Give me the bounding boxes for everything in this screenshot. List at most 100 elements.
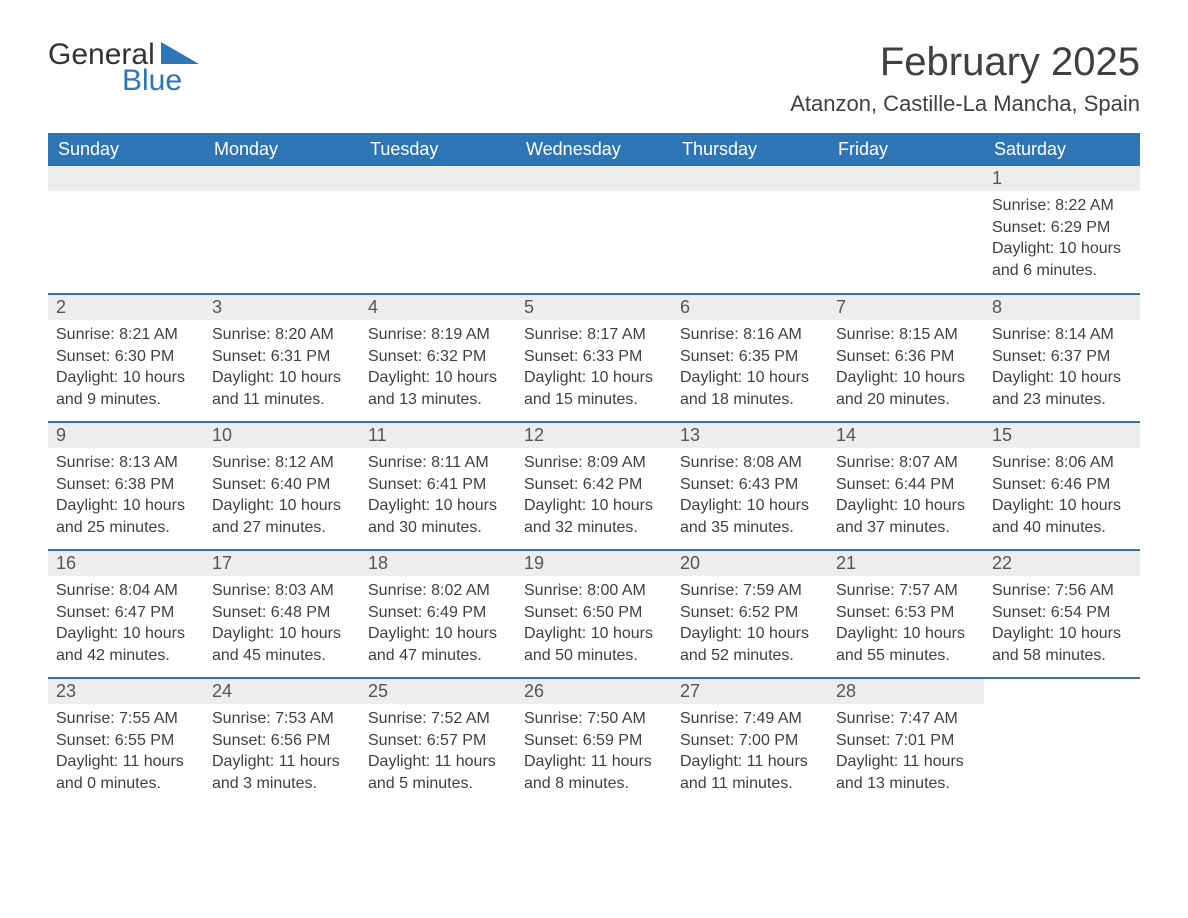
calendar-day-cell — [516, 166, 672, 294]
calendar-week-row: 1Sunrise: 8:22 AMSunset: 6:29 PMDaylight… — [48, 166, 1140, 294]
calendar-day-cell: 17Sunrise: 8:03 AMSunset: 6:48 PMDayligh… — [204, 550, 360, 678]
day-body: Sunrise: 7:55 AMSunset: 6:55 PMDaylight:… — [48, 704, 204, 802]
daylight-line: Daylight: 11 hours and 5 minutes. — [368, 751, 508, 794]
sunrise-line: Sunrise: 8:06 AM — [992, 452, 1132, 474]
sunrise-line: Sunrise: 7:55 AM — [56, 708, 196, 730]
calendar-day-cell: 1Sunrise: 8:22 AMSunset: 6:29 PMDaylight… — [984, 166, 1140, 294]
day-number: 24 — [204, 679, 360, 704]
daylight-line: Daylight: 10 hours and 25 minutes. — [56, 495, 196, 538]
daylight-line: Daylight: 10 hours and 45 minutes. — [212, 623, 352, 666]
daylight-line: Daylight: 11 hours and 8 minutes. — [524, 751, 664, 794]
day-number-empty — [828, 166, 984, 191]
calendar-day-cell: 8Sunrise: 8:14 AMSunset: 6:37 PMDaylight… — [984, 294, 1140, 422]
sunset-line: Sunset: 7:00 PM — [680, 730, 820, 752]
calendar-day-cell: 27Sunrise: 7:49 AMSunset: 7:00 PMDayligh… — [672, 678, 828, 806]
day-number: 12 — [516, 423, 672, 448]
calendar-day-cell — [984, 678, 1140, 806]
day-number: 21 — [828, 551, 984, 576]
sunrise-line: Sunrise: 7:56 AM — [992, 580, 1132, 602]
calendar-day-cell: 22Sunrise: 7:56 AMSunset: 6:54 PMDayligh… — [984, 550, 1140, 678]
calendar-day-cell — [828, 166, 984, 294]
calendar-day-cell: 14Sunrise: 8:07 AMSunset: 6:44 PMDayligh… — [828, 422, 984, 550]
day-number: 11 — [360, 423, 516, 448]
day-number: 13 — [672, 423, 828, 448]
calendar-day-cell: 13 Sunrise: 8:08 AMSunset: 6:43 PMDayligh… — [672, 422, 828, 550]
calendar-day-cell: 21Sunrise: 7:57 AMSunset: 6:53 PMDayligh… — [828, 550, 984, 678]
day-body: Sunrise: 8:17 AMSunset: 6:33 PMDaylight:… — [516, 320, 672, 418]
calendar-table: Sunday Monday Tuesday Wednesday Thursday… — [48, 133, 1140, 806]
sunrise-line: Sunrise: 8:08 AM — [680, 452, 820, 474]
sunset-line: Sunset: 6:38 PM — [56, 474, 196, 496]
day-body: Sunrise: 7:53 AMSunset: 6:56 PMDaylight:… — [204, 704, 360, 802]
sunset-line: Sunset: 6:53 PM — [836, 602, 976, 624]
weekday-header: Saturday — [984, 133, 1140, 166]
sunset-line: Sunset: 6:37 PM — [992, 346, 1132, 368]
sunset-line: Sunset: 6:56 PM — [212, 730, 352, 752]
sunset-line: Sunset: 6:33 PM — [524, 346, 664, 368]
day-body: Sunrise: 7:50 AMSunset: 6:59 PMDaylight:… — [516, 704, 672, 802]
daylight-line: Daylight: 10 hours and 27 minutes. — [212, 495, 352, 538]
sail-icon — [161, 42, 199, 64]
day-number-empty — [672, 166, 828, 191]
calendar-day-cell: 28Sunrise: 7:47 AMSunset: 7:01 PMDayligh… — [828, 678, 984, 806]
daylight-line: Daylight: 10 hours and 32 minutes. — [524, 495, 664, 538]
weekday-header: Thursday — [672, 133, 828, 166]
day-body: Sunrise: 7:56 AMSunset: 6:54 PMDaylight:… — [984, 576, 1140, 674]
day-body: Sunrise: 8:06 AMSunset: 6:46 PMDaylight:… — [984, 448, 1140, 546]
sunset-line: Sunset: 6:41 PM — [368, 474, 508, 496]
calendar-day-cell: 11Sunrise: 8:11 AMSunset: 6:41 PMDayligh… — [360, 422, 516, 550]
calendar-day-cell: 10Sunrise: 8:12 AMSunset: 6:40 PMDayligh… — [204, 422, 360, 550]
day-body: Sunrise: 8:07 AMSunset: 6:44 PMDaylight:… — [828, 448, 984, 546]
weekday-header: Friday — [828, 133, 984, 166]
daylight-line: Daylight: 10 hours and 20 minutes. — [836, 367, 976, 410]
sunset-line: Sunset: 6:54 PM — [992, 602, 1132, 624]
daylight-line: Daylight: 10 hours and 13 minutes. — [368, 367, 508, 410]
sunrise-line: Sunrise: 7:50 AM — [524, 708, 664, 730]
day-number-empty — [360, 166, 516, 191]
weekday-header: Monday — [204, 133, 360, 166]
daylight-line: Daylight: 10 hours and 35 minutes. — [680, 495, 820, 538]
sunset-line: Sunset: 6:59 PM — [524, 730, 664, 752]
day-number: 10 — [204, 423, 360, 448]
calendar-day-cell: 7Sunrise: 8:15 AMSunset: 6:36 PMDaylight… — [828, 294, 984, 422]
calendar-week-row: 16Sunrise: 8:04 AMSunset: 6:47 PMDayligh… — [48, 550, 1140, 678]
day-body: Sunrise: 8:13 AMSunset: 6:38 PMDaylight:… — [48, 448, 204, 546]
calendar-week-row: 23Sunrise: 7:55 AMSunset: 6:55 PMDayligh… — [48, 678, 1140, 806]
sunset-line: Sunset: 6:44 PM — [836, 474, 976, 496]
calendar-day-cell: 3Sunrise: 8:20 AMSunset: 6:31 PMDaylight… — [204, 294, 360, 422]
calendar-day-cell: 26Sunrise: 7:50 AMSunset: 6:59 PMDayligh… — [516, 678, 672, 806]
sunrise-line: Sunrise: 8:02 AM — [368, 580, 508, 602]
calendar-day-cell: 6Sunrise: 8:16 AMSunset: 6:35 PMDaylight… — [672, 294, 828, 422]
day-body: Sunrise: 7:59 AMSunset: 6:52 PMDaylight:… — [672, 576, 828, 674]
sunrise-line: Sunrise: 8:04 AM — [56, 580, 196, 602]
sunrise-line: Sunrise: 8:15 AM — [836, 324, 976, 346]
calendar-week-row: 2Sunrise: 8:21 AMSunset: 6:30 PMDaylight… — [48, 294, 1140, 422]
day-number: 7 — [828, 295, 984, 320]
calendar-day-cell: 18Sunrise: 8:02 AMSunset: 6:49 PMDayligh… — [360, 550, 516, 678]
day-number: 18 — [360, 551, 516, 576]
header: General Blue February 2025 Atanzon, Cast… — [48, 40, 1140, 117]
day-number: 23 — [48, 679, 204, 704]
sunrise-line: Sunrise: 7:52 AM — [368, 708, 508, 730]
day-number: 9 — [48, 423, 204, 448]
daylight-line: Daylight: 10 hours and 11 minutes. — [212, 367, 352, 410]
sunrise-line: Sunrise: 7:49 AM — [680, 708, 820, 730]
sunset-line: Sunset: 6:43 PM — [680, 474, 820, 496]
calendar-day-cell — [672, 166, 828, 294]
daylight-line: Daylight: 10 hours and 40 minutes. — [992, 495, 1132, 538]
day-number: 6 — [672, 295, 828, 320]
calendar-day-cell: 24Sunrise: 7:53 AMSunset: 6:56 PMDayligh… — [204, 678, 360, 806]
daylight-line: Daylight: 10 hours and 37 minutes. — [836, 495, 976, 538]
day-number: 14 — [828, 423, 984, 448]
calendar-day-cell: 19Sunrise: 8:00 AMSunset: 6:50 PMDayligh… — [516, 550, 672, 678]
sunrise-line: Sunrise: 8:22 AM — [992, 195, 1132, 217]
daylight-line: Daylight: 10 hours and 9 minutes. — [56, 367, 196, 410]
day-body: Sunrise: 8:22 AMSunset: 6:29 PMDaylight:… — [984, 191, 1140, 289]
day-number: 22 — [984, 551, 1140, 576]
day-number: 5 — [516, 295, 672, 320]
daylight-line: Daylight: 10 hours and 55 minutes. — [836, 623, 976, 666]
sunrise-line: Sunrise: 8:20 AM — [212, 324, 352, 346]
day-number: 20 — [672, 551, 828, 576]
sunrise-line: Sunrise: 7:53 AM — [212, 708, 352, 730]
day-number: 26 — [516, 679, 672, 704]
